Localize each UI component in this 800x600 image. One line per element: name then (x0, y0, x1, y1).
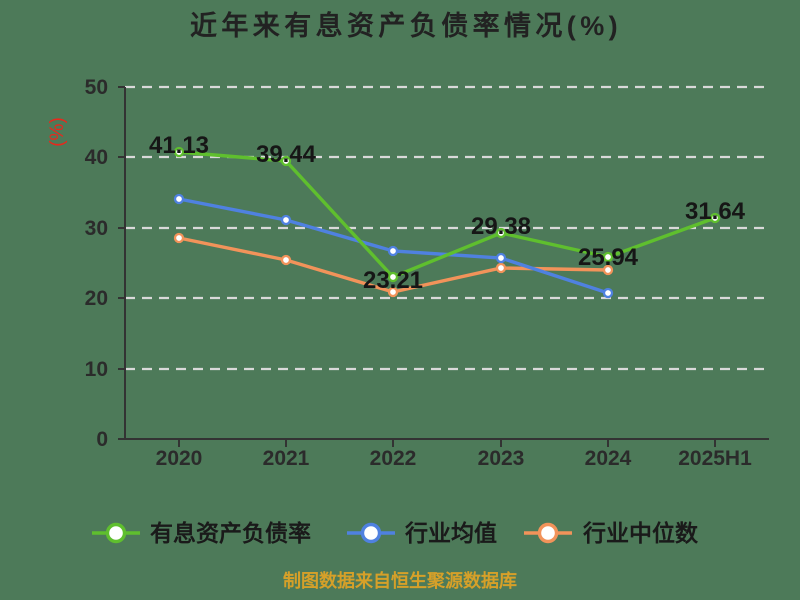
svg-text:25.94: 25.94 (578, 244, 639, 271)
svg-text:2021: 2021 (263, 447, 310, 470)
svg-text:40: 40 (85, 146, 108, 169)
svg-text:30: 30 (85, 217, 108, 240)
svg-text:有息资产负债率: 有息资产负债率 (150, 520, 311, 546)
svg-text:2022: 2022 (370, 447, 417, 470)
svg-text:(%): (%) (47, 117, 68, 147)
svg-text:41.13: 41.13 (149, 132, 209, 159)
svg-text:2025H1: 2025H1 (678, 447, 752, 470)
svg-text:2024: 2024 (585, 447, 632, 470)
svg-text:0: 0 (96, 428, 108, 451)
svg-text:行业中位数: 行业中位数 (582, 520, 699, 546)
svg-text:2020: 2020 (156, 447, 203, 470)
svg-text:29.38: 29.38 (471, 213, 531, 240)
svg-text:31.64: 31.64 (685, 198, 746, 225)
svg-text:39.44: 39.44 (256, 141, 317, 168)
svg-text:2023: 2023 (478, 447, 525, 470)
svg-text:行业均值: 行业均值 (404, 520, 497, 546)
svg-text:23.21: 23.21 (363, 267, 423, 294)
svg-text:10: 10 (85, 358, 108, 381)
svg-text:50: 50 (85, 76, 108, 99)
svg-text:制图数据来自恒生聚源数据库: 制图数据来自恒生聚源数据库 (283, 570, 517, 591)
svg-text:20: 20 (85, 287, 108, 310)
